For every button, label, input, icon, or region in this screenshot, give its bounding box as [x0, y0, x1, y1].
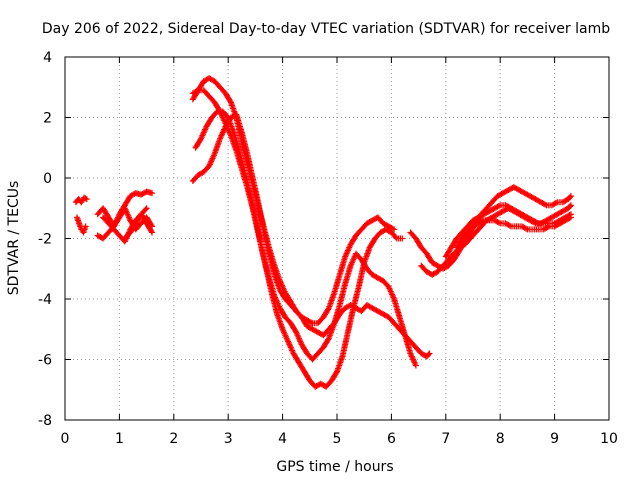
series-path-F	[418, 202, 574, 278]
series-path-D	[189, 111, 398, 327]
x-tick-label: 1	[115, 431, 124, 447]
data-points	[72, 75, 574, 390]
y-tick-label: -4	[38, 292, 52, 308]
data-point-markers	[189, 111, 398, 327]
y-axis-label: SDTVAR / TECUs	[6, 181, 22, 296]
data-point-markers	[73, 214, 89, 236]
x-tick-label: 5	[333, 431, 342, 447]
x-tick-label: 6	[387, 431, 396, 447]
series-segment-1a	[72, 194, 90, 206]
x-axis-label: GPS time / hours	[276, 459, 393, 475]
series-segment-1b	[73, 214, 89, 236]
data-point-markers	[72, 194, 90, 206]
y-tick-label: 2	[43, 111, 52, 127]
y-tick-label: -8	[38, 413, 52, 429]
x-tick-label: 0	[61, 431, 70, 447]
data-point-markers	[418, 202, 574, 278]
x-tick-label: 3	[224, 431, 233, 447]
x-tick-label: 8	[496, 431, 505, 447]
data-point-markers	[442, 202, 574, 260]
y-tick-label: -6	[38, 353, 52, 369]
series-path-G	[442, 202, 574, 260]
x-tick-label: 2	[169, 431, 178, 447]
series-segment-2d	[121, 211, 156, 242]
data-point-markers	[192, 108, 406, 390]
series-path-C	[192, 108, 406, 390]
x-tick-label: 4	[278, 431, 287, 447]
y-tick-label: 4	[43, 50, 52, 66]
y-tick-label: 0	[43, 171, 52, 187]
x-tick-label: 7	[441, 431, 450, 447]
axis-ticks: 0 1 2 3 4 5 6 7 8 9 10 -8 -6 -4 -2 0 2 4	[38, 50, 618, 447]
x-tick-label: 10	[600, 431, 618, 447]
data-point-markers	[121, 211, 156, 242]
chart-title: Day 206 of 2022, Sidereal Day-to-day VTE…	[42, 21, 610, 37]
data-point-markers	[453, 214, 574, 251]
x-tick-label: 9	[550, 431, 559, 447]
y-tick-label: -2	[38, 232, 52, 248]
series-path-H	[453, 214, 574, 251]
